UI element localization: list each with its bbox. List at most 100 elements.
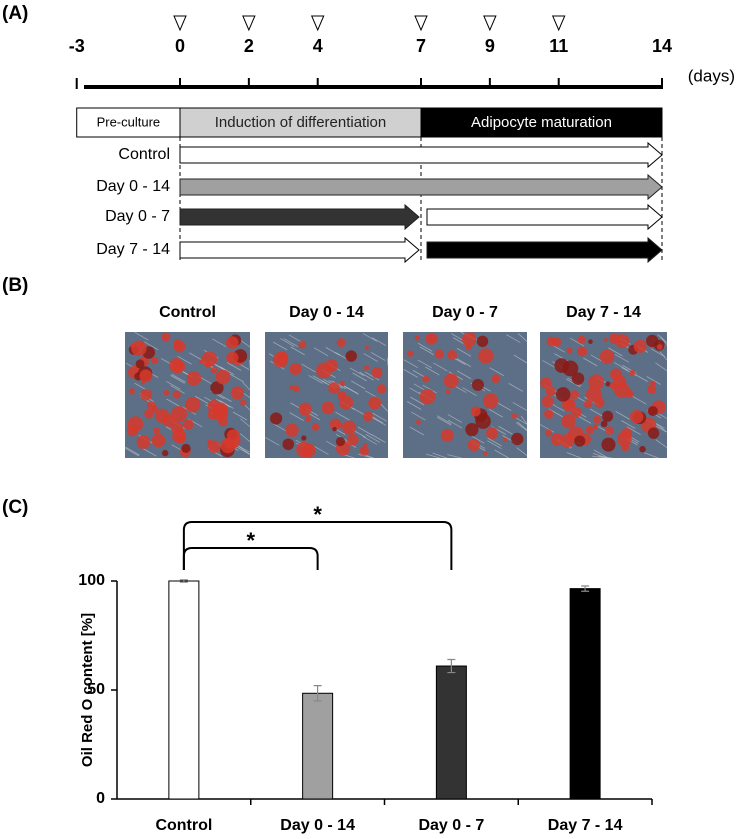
lipid-droplet [168, 358, 184, 373]
lipid-droplet [161, 449, 169, 457]
lipid-droplet [220, 437, 236, 454]
lipid-droplet [171, 406, 188, 423]
lipid-droplet [550, 433, 564, 446]
lipid-droplet [555, 387, 571, 402]
lipid-droplet [428, 336, 433, 341]
panel-label: (A) [2, 3, 28, 24]
fiber [425, 453, 441, 459]
day-label: 2 [244, 36, 254, 56]
lipid-droplet [335, 436, 346, 447]
lipid-droplet [511, 432, 524, 446]
lipid-droplet [470, 406, 481, 417]
significance-label: * [246, 528, 255, 553]
fiber [331, 380, 347, 390]
fiber [615, 411, 630, 420]
fiber [570, 337, 585, 347]
fiber [363, 353, 378, 362]
group-arrow [179, 236, 420, 264]
fiber [659, 351, 668, 361]
fiber [219, 400, 234, 409]
lipid-droplet [215, 369, 231, 385]
lipid-droplet [332, 426, 337, 432]
fiber [417, 342, 433, 352]
group-arrow [426, 236, 663, 264]
day-label: 11 [549, 36, 568, 56]
lipid-droplet [288, 384, 295, 391]
fiber [422, 384, 437, 394]
lipid-droplet [347, 434, 359, 446]
fiber [506, 334, 521, 343]
fiber [386, 357, 389, 366]
fiber [513, 354, 528, 364]
fiber [409, 426, 425, 436]
fiber [125, 446, 140, 456]
day-label: 14 [652, 36, 672, 56]
fiber [539, 423, 555, 433]
fiber [520, 415, 528, 425]
lipid-droplet [376, 384, 387, 394]
fiber [489, 367, 505, 377]
fiber [497, 402, 512, 411]
x-tick-label: Control [155, 817, 212, 834]
fiber [372, 412, 387, 422]
fiber [512, 402, 528, 411]
lipid-droplet [647, 384, 657, 395]
fiber [232, 411, 248, 421]
fiber [289, 412, 304, 421]
lipid-droplet [639, 445, 646, 453]
lipid-droplet [328, 382, 340, 394]
treatment-marker [551, 15, 566, 32]
lipid-droplet [605, 381, 611, 387]
lipid-droplet [605, 426, 614, 435]
lipid-droplet [600, 420, 608, 428]
fiber [335, 411, 350, 421]
lipid-droplet [602, 410, 614, 422]
fiber [240, 433, 251, 443]
group-arrow [179, 141, 663, 169]
fiber [456, 370, 472, 380]
group-label: Day 7 - 14 [96, 241, 170, 258]
panel-label: (B) [2, 275, 28, 296]
y-tick-label: 50 [87, 681, 105, 698]
fiber [219, 366, 235, 376]
lipid-droplet [136, 435, 151, 449]
fiber [240, 418, 251, 428]
fiber [403, 359, 419, 369]
fiber [417, 359, 433, 369]
phase-box [179, 107, 422, 138]
lipid-droplet [560, 434, 575, 448]
lipid-droplet [511, 413, 518, 419]
lipid-droplet [601, 437, 616, 452]
fiber [488, 408, 503, 418]
fiber [447, 414, 463, 423]
lipid-droplet [282, 438, 295, 451]
fiber [566, 378, 581, 388]
lipid-droplet [482, 451, 488, 456]
lipid-droplet [465, 344, 472, 351]
bar [435, 665, 467, 800]
group-arrow [179, 173, 663, 201]
lipid-droplet [502, 437, 508, 443]
lipid-droplet [163, 389, 170, 396]
fiber [411, 411, 426, 421]
y-tick-label: 0 [96, 790, 105, 807]
fiber [633, 373, 648, 382]
lipid-droplet [650, 380, 656, 387]
lipid-droplet [182, 419, 194, 431]
lipid-droplet [210, 381, 224, 395]
image-label: Control [159, 304, 216, 321]
lipid-droplet [443, 373, 459, 389]
x-tick-label: Day 0 - 14 [280, 817, 355, 834]
lipid-droplet [151, 433, 166, 448]
lipid-droplet [593, 415, 601, 424]
lipid-droplet [151, 356, 159, 365]
fiber [487, 440, 502, 450]
lipid-droplet [311, 423, 320, 431]
lipid-droplet [609, 333, 620, 344]
lipid-droplet [368, 396, 382, 410]
fiber [371, 352, 386, 361]
fiber [621, 420, 636, 429]
fiber [143, 341, 159, 351]
lipid-droplet [208, 440, 221, 453]
lipid-droplet [172, 429, 187, 444]
